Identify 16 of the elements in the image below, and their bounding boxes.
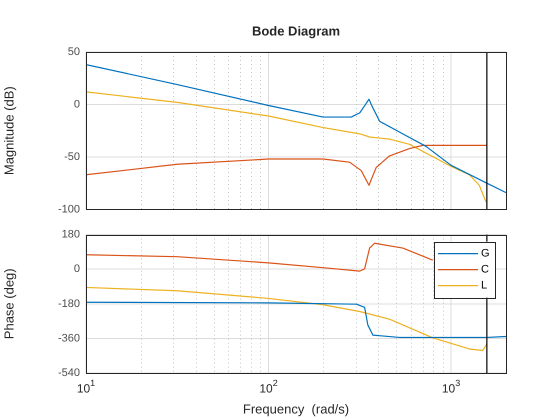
- y-tick-label: -540: [58, 367, 80, 380]
- x-axis-title: Frequency (rad/s): [242, 402, 350, 417]
- y-tick-label: 50: [68, 46, 80, 58]
- y-tick-label: -50: [64, 150, 80, 163]
- chart-title: Bode Diagram: [252, 24, 340, 39]
- y-axis-title: Phase (deg): [1, 268, 16, 340]
- legend-label: C: [481, 264, 489, 276]
- y-tick-label: -100: [58, 203, 80, 216]
- y-tick-label: -360: [58, 332, 80, 344]
- y-axis-title: Magnitude (dB): [1, 86, 16, 176]
- y-tick-label: 0: [74, 263, 80, 276]
- y-tick-label: 0: [74, 98, 80, 110]
- legend-label: G: [481, 248, 490, 260]
- y-tick-label: 180: [62, 228, 80, 241]
- y-tick-label: -180: [58, 298, 80, 310]
- legend-label: L: [481, 280, 488, 292]
